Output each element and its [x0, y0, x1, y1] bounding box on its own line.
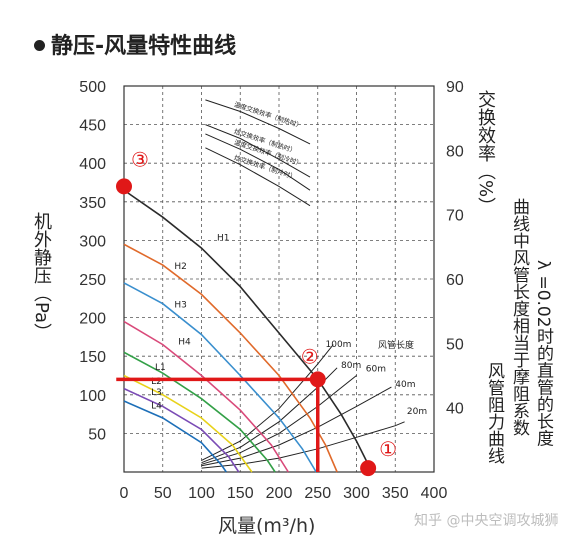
fan-curve-label: H3 — [174, 301, 187, 311]
duct-curve-label: 60m — [366, 365, 386, 375]
efficiency-curve — [205, 133, 311, 191]
fan-curve — [123, 189, 373, 473]
marker-label: ② — [301, 344, 319, 368]
x-tick-label: 350 — [382, 485, 409, 502]
y2-tick-label: 60 — [446, 272, 464, 289]
watermark: 知乎 @中央空调攻城狮 — [414, 513, 559, 529]
fan-curve — [123, 374, 253, 473]
y-tick-label: 350 — [79, 195, 106, 212]
y2-tick-label: 80 — [446, 143, 464, 160]
markers: ① ② ③ — [116, 147, 397, 477]
duct-curve — [201, 344, 334, 461]
fan-curve-label: L4 — [151, 402, 162, 412]
y-tick-label: 400 — [79, 156, 106, 173]
x-tick-label: 0 — [120, 485, 129, 502]
fan-curve — [123, 387, 240, 473]
fan-curve-label: H2 — [174, 262, 187, 272]
duct-curve-label: 20m — [407, 407, 427, 417]
fan-curve — [123, 400, 227, 473]
y-tick-label: 250 — [79, 272, 106, 289]
y2-tick-label: 70 — [446, 208, 464, 225]
bullet-icon — [34, 39, 45, 51]
efficiency-curves: 温度交换效率（制热时）焓交换效率（制热时）温度交换效率（制冷时）焓交换效率（制冷… — [205, 99, 311, 207]
fan-curve-label: H4 — [178, 338, 191, 348]
title-text: 静压-风量特性曲线 — [51, 34, 237, 59]
marker-dot — [116, 178, 132, 195]
x-tick-label: 150 — [227, 485, 254, 502]
y2-tick-label: 90 — [446, 79, 464, 96]
duct-curve — [201, 386, 392, 467]
fan-curve-label: L1 — [155, 363, 166, 373]
y-tick-label: 300 — [79, 233, 106, 250]
fan-curve-label: L2 — [151, 377, 162, 387]
plot-frame — [123, 85, 435, 473]
marker-dot — [309, 371, 326, 388]
axes: 0 50 100 150 200 250 300 350 400 50 100 150 200 250 30… — [79, 79, 464, 502]
duct-curve-label: 100m — [326, 340, 352, 350]
y-tick-label: 100 — [79, 388, 106, 405]
note-line-3: λ =0.02时的直管的长度 — [533, 260, 553, 447]
duct-legend-label: 风管长度 — [378, 339, 414, 351]
chart-title: 静压-风量特性曲线 — [34, 28, 236, 60]
x-tick-label: 300 — [343, 485, 370, 502]
y-tick-label: 500 — [79, 79, 106, 96]
efficiency-curve — [205, 99, 311, 145]
y-tick-label: 150 — [79, 349, 106, 366]
y-tick-label: 50 — [88, 426, 106, 443]
grid — [124, 86, 434, 472]
fan-curve — [123, 282, 317, 473]
fan-curve-label: H1 — [217, 233, 230, 243]
marker-dot — [360, 460, 377, 477]
fan-curve — [123, 243, 338, 473]
x-axis-label: 风量(m³/h) — [218, 515, 315, 537]
efficiency-curve — [205, 124, 311, 178]
efficiency-curve — [205, 147, 311, 207]
y-tick-label: 200 — [79, 311, 106, 328]
note-line-1: 风管阻力曲线 — [484, 362, 504, 464]
x-tick-label: 50 — [154, 485, 172, 502]
x-tick-label: 250 — [304, 485, 331, 502]
marker-label: ③ — [131, 147, 149, 171]
y-axis-label: 机外静压（Pa） — [31, 212, 52, 342]
duct-curve — [201, 375, 357, 465]
fan-curve — [123, 351, 276, 473]
fan-curve — [123, 320, 289, 473]
x-tick-label: 200 — [266, 485, 293, 502]
y2-tick-label: 50 — [446, 336, 464, 353]
y-tick-label: 450 — [79, 118, 106, 135]
duct-curve-label: 80m — [341, 361, 361, 371]
duct-curve-label: 40m — [395, 380, 415, 390]
x-tick-label: 400 — [421, 485, 448, 502]
y2-axis-label: 交换效率（%） — [475, 90, 496, 216]
note-line-2: 曲线中风管长度相当于摩阻系数 — [509, 198, 529, 436]
y2-tick-label: 40 — [446, 401, 464, 418]
marker-label: ① — [379, 437, 397, 461]
fan-curve-label: L3 — [151, 388, 162, 398]
efficiency-curve-label: 温度交换效率（制热时） — [233, 99, 304, 130]
x-tick-label: 100 — [188, 485, 215, 502]
